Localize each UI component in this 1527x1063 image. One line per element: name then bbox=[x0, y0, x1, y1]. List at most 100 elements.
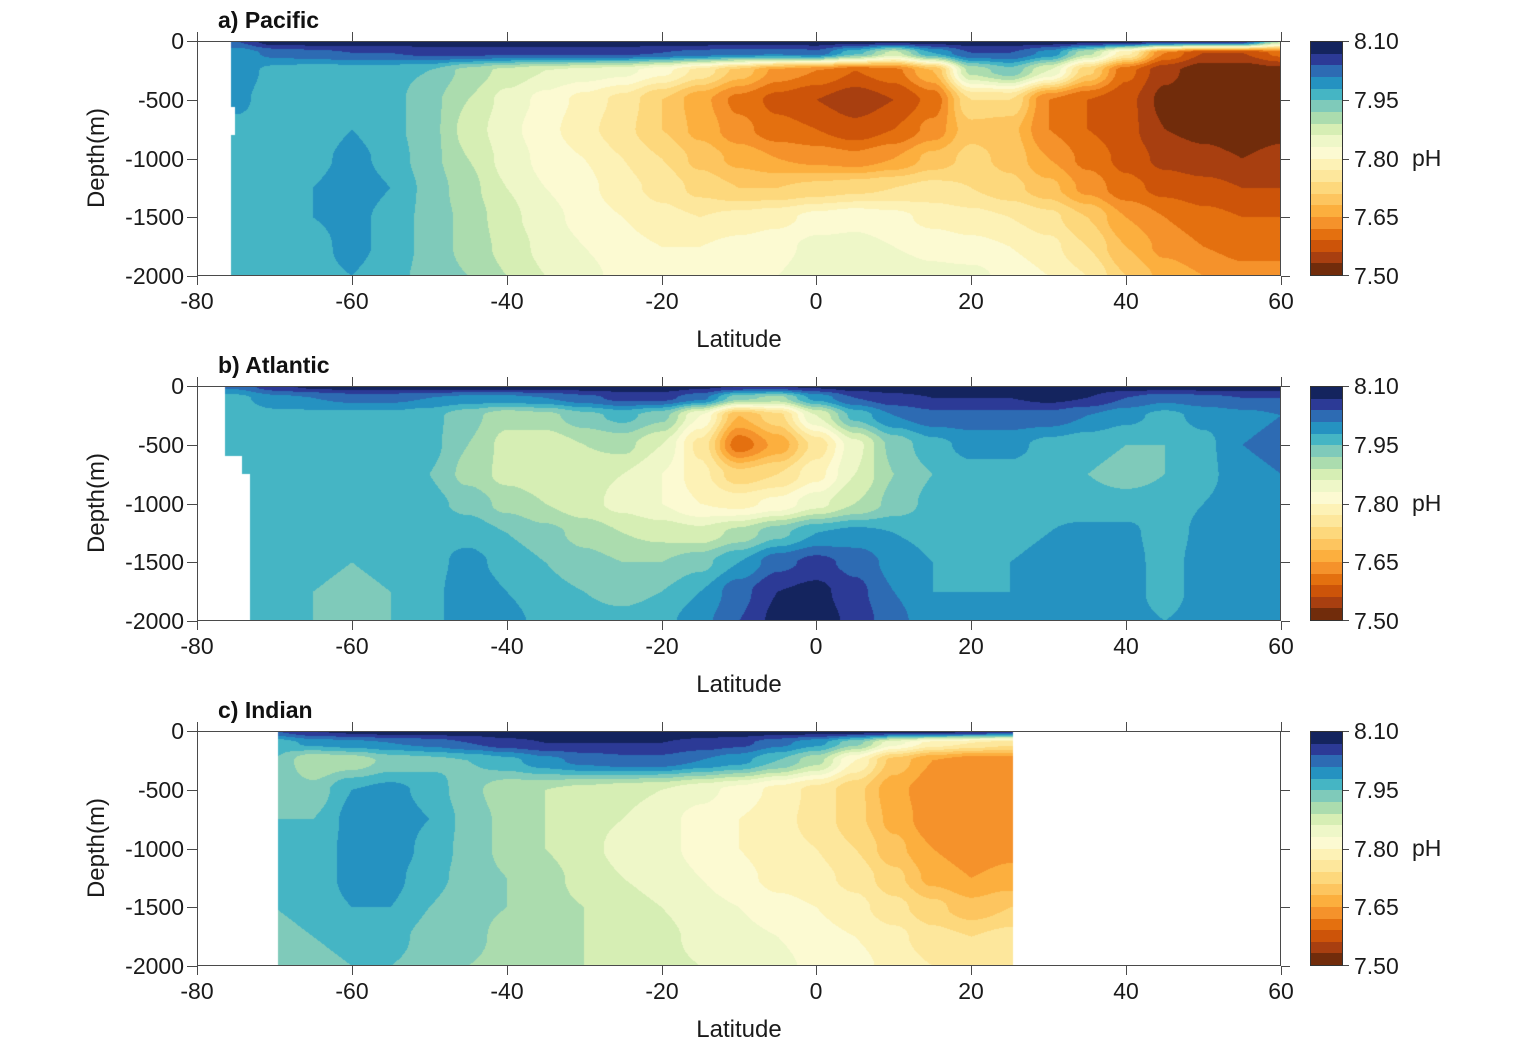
y-tick-label: -1500 bbox=[125, 549, 184, 575]
y-tick-right bbox=[1281, 562, 1290, 563]
colorbar-tick bbox=[1343, 849, 1349, 850]
x-tick-label: 40 bbox=[1113, 633, 1139, 659]
colorbar-tick-label: 7.95 bbox=[1354, 87, 1399, 113]
colorbar-band bbox=[1311, 550, 1342, 562]
x-tick-label: 0 bbox=[809, 288, 823, 314]
colorbar-band bbox=[1311, 871, 1342, 884]
x-tick bbox=[352, 966, 353, 975]
y-tick bbox=[187, 790, 197, 791]
y-tick bbox=[187, 621, 197, 622]
colorbar-band bbox=[1311, 240, 1342, 252]
colorbar-tick-label: 8.10 bbox=[1354, 718, 1399, 744]
colorbar-tick-label: 7.65 bbox=[1354, 894, 1399, 920]
colorbar-band bbox=[1311, 813, 1342, 826]
y-tick bbox=[187, 907, 197, 908]
panel-b-x-axis-label: Latitude bbox=[696, 671, 782, 698]
colorbar-band bbox=[1311, 743, 1342, 756]
x-tick bbox=[662, 276, 663, 285]
colorbar-tick-label: 7.95 bbox=[1354, 777, 1399, 803]
panel-a-contour-canvas bbox=[197, 41, 1281, 276]
x-tick-label: -60 bbox=[335, 978, 369, 1004]
colorbar-band bbox=[1311, 778, 1342, 791]
y-tick-label: -1000 bbox=[125, 491, 184, 517]
y-tick bbox=[187, 217, 197, 218]
y-tick bbox=[187, 504, 197, 505]
x-tick bbox=[1281, 966, 1282, 975]
colorbar-band bbox=[1311, 387, 1342, 399]
x-tick bbox=[1281, 276, 1282, 285]
x-tick-label: 0 bbox=[809, 633, 823, 659]
colorbar-tick-label: 8.10 bbox=[1354, 373, 1399, 399]
colorbar-band bbox=[1311, 111, 1342, 124]
x-tick bbox=[662, 966, 663, 975]
colorbar-band bbox=[1311, 456, 1342, 469]
x-tick-label: 20 bbox=[958, 978, 984, 1004]
colorbar-tick bbox=[1343, 731, 1349, 732]
colorbar-band bbox=[1311, 76, 1342, 89]
x-tick-top bbox=[1281, 722, 1282, 731]
x-tick-label: 0 bbox=[809, 978, 823, 1004]
x-tick bbox=[971, 276, 972, 285]
y-tick-label: -1500 bbox=[125, 204, 184, 230]
x-tick-label: -80 bbox=[180, 978, 214, 1004]
colorbar-band bbox=[1311, 953, 1342, 966]
panel-a-colorbar bbox=[1310, 41, 1343, 276]
x-tick-top bbox=[662, 32, 663, 41]
colorbar-band bbox=[1311, 895, 1342, 907]
panel-c-colorbar bbox=[1310, 731, 1343, 966]
x-tick-label: -60 bbox=[335, 288, 369, 314]
y-tick bbox=[187, 731, 197, 732]
colorbar-band bbox=[1311, 181, 1342, 194]
y-tick-right bbox=[1281, 445, 1290, 446]
y-tick-right bbox=[1281, 504, 1290, 505]
y-tick-right bbox=[1281, 159, 1290, 160]
panel-a-colorbar-title: pH bbox=[1412, 145, 1442, 171]
colorbar-tick bbox=[1343, 41, 1349, 42]
y-tick bbox=[187, 445, 197, 446]
y-tick-right bbox=[1281, 849, 1290, 850]
colorbar-tick-label: 7.80 bbox=[1354, 146, 1399, 172]
colorbar-band bbox=[1311, 205, 1342, 217]
colorbar-tick-label: 7.50 bbox=[1354, 953, 1399, 979]
x-tick-label: -40 bbox=[490, 288, 524, 314]
colorbar-band bbox=[1311, 918, 1342, 931]
x-tick-top bbox=[816, 377, 817, 386]
y-tick-label: 0 bbox=[171, 373, 184, 399]
x-tick-top bbox=[507, 377, 508, 386]
colorbar-band bbox=[1311, 135, 1342, 147]
colorbar-band bbox=[1311, 263, 1342, 276]
x-tick-label: -20 bbox=[645, 633, 679, 659]
colorbar-band bbox=[1311, 42, 1342, 54]
colorbar-band bbox=[1311, 801, 1342, 814]
colorbar-band bbox=[1311, 170, 1342, 182]
x-tick bbox=[197, 276, 198, 285]
y-tick-right bbox=[1281, 41, 1290, 42]
y-tick-label: -2000 bbox=[125, 953, 184, 979]
y-tick-right bbox=[1281, 621, 1290, 622]
colorbar-band bbox=[1311, 88, 1342, 101]
colorbar-band bbox=[1311, 906, 1342, 919]
x-tick-label: -80 bbox=[180, 633, 214, 659]
x-tick-label: 40 bbox=[1113, 978, 1139, 1004]
colorbar-band bbox=[1311, 216, 1342, 229]
panel-b-colorbar bbox=[1310, 386, 1343, 621]
colorbar-band bbox=[1311, 468, 1342, 481]
panel-a-title: a) Pacific bbox=[218, 7, 319, 33]
colorbar-tick-label: 7.80 bbox=[1354, 491, 1399, 517]
colorbar-tick bbox=[1343, 562, 1349, 563]
y-tick-right bbox=[1281, 907, 1290, 908]
x-tick-label: 40 bbox=[1113, 288, 1139, 314]
colorbar-tick bbox=[1343, 620, 1349, 621]
colorbar-band bbox=[1311, 526, 1342, 539]
y-tick-label: -1500 bbox=[125, 894, 184, 920]
colorbar-tick bbox=[1343, 275, 1349, 276]
y-tick bbox=[187, 386, 197, 387]
colorbar-band bbox=[1311, 410, 1342, 422]
y-tick-label: -500 bbox=[137, 87, 184, 113]
colorbar-band bbox=[1311, 596, 1342, 609]
colorbar-band bbox=[1311, 491, 1342, 504]
panel-a-x-axis-label: Latitude bbox=[696, 326, 782, 353]
x-tick-top bbox=[816, 32, 817, 41]
y-tick-label: -500 bbox=[137, 432, 184, 458]
